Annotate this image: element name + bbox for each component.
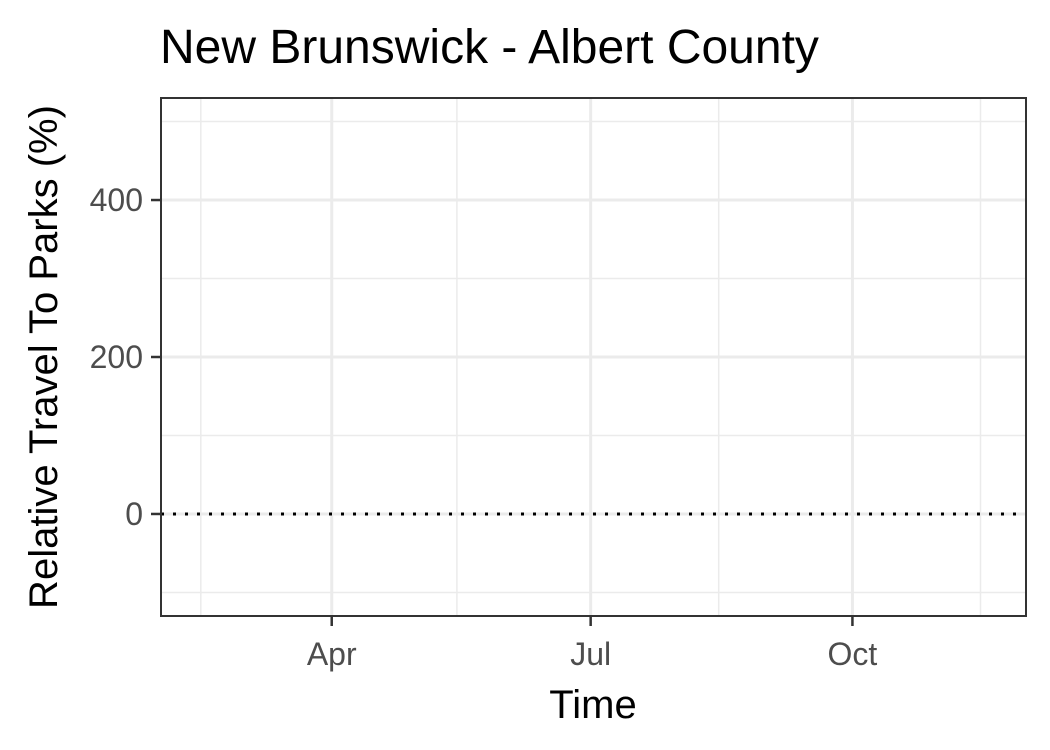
y-tick-label: 0	[125, 496, 143, 532]
x-tick-label: Apr	[307, 636, 357, 672]
y-tick-label: 400	[90, 182, 143, 218]
x-tick-label: Jul	[570, 636, 611, 672]
major-gridlines	[161, 98, 1026, 616]
x-tick-label: Oct	[828, 636, 878, 672]
x-axis-title: Time	[549, 683, 636, 727]
y-axis: 0 200 400	[90, 182, 161, 532]
x-axis: Apr Jul Oct	[307, 616, 878, 672]
chart-title: New Brunswick - Albert County	[160, 21, 819, 74]
y-tick-label: 200	[90, 339, 143, 375]
y-axis-title: Relative Travel To Parks (%)	[22, 105, 66, 609]
